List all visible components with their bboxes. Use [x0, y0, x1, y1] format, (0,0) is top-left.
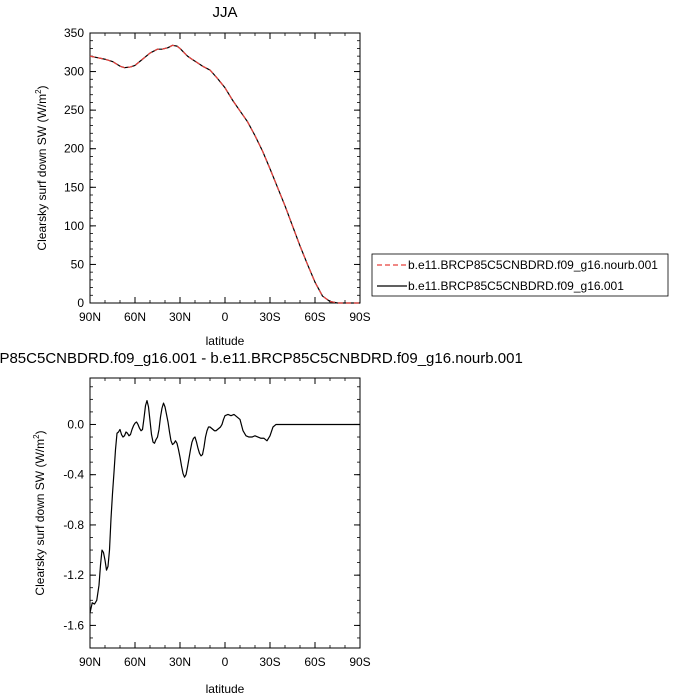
chart-top-ylabel: Clearsky surf down SW (W/m2)	[34, 85, 49, 250]
chart-bottom-xtick-label: 30N	[169, 655, 191, 669]
chart-top-series-line-1	[89, 44, 360, 304]
chart-top-title: JJA	[212, 4, 237, 21]
chart-bottom-ytick-label: -1.2	[63, 568, 84, 582]
chart-bottom-title: b.e11.BRCP85C5CNBDRD.f09_g16.001 - b.e11…	[0, 350, 523, 367]
legend-box	[371, 253, 669, 297]
chart-bottom-xtick-label: 90N	[79, 655, 101, 669]
chart-top-xtick-label: 30N	[169, 310, 191, 324]
chart-top-xtick-label: 0	[222, 310, 229, 324]
chart-bottom-xtick-label: 30S	[259, 655, 280, 669]
chart-top-frame	[89, 32, 361, 304]
chart-top-xtick-label: 30S	[259, 310, 280, 324]
chart-top-ytick-label: 200	[64, 142, 84, 156]
chart-bottom-ticks: 90N 60N 30N 0 30S 60S 90S -1.6 -1.2 -0.8 -0.4 0.0	[63, 378, 371, 669]
chart-top-ylabel-end: )	[35, 85, 49, 89]
legend-label-control: b.e11.BRCP85C5CNBDRD.f09_g16.001	[408, 279, 624, 293]
chart-top-xtick-label: 90N	[79, 310, 101, 324]
chart-bottom-series	[89, 400, 360, 613]
legend: b.e11.BRCP85C5CNBDRD.f09_g16.nourb.001 b…	[371, 253, 669, 297]
chart-bottom-series-line-0	[89, 400, 360, 613]
chart-top-ytick-label: 50	[71, 257, 85, 271]
chart-bottom-ytick-label: -0.4	[63, 468, 84, 482]
chart-bottom-xtick-label: 90S	[349, 655, 370, 669]
chart-bottom-ylabel: Clearsky surf down SW (W/m2)	[32, 430, 47, 595]
chart-bottom-ytick-label: 0.0	[67, 417, 84, 431]
chart-bottom-xtick-label: 60N	[124, 655, 146, 669]
chart-bottom-xtick-label: 60S	[304, 655, 325, 669]
chart-top-xtick-label: 60S	[304, 310, 325, 324]
chart-top-ytick-label: 0	[77, 296, 84, 310]
chart-top-ylabel-main: Clearsky surf down SW (W/m	[35, 94, 49, 251]
chart-top-ylabel-sup: 2	[34, 89, 43, 94]
chart-top-xlabel: latitude	[206, 334, 245, 348]
chart-top-ytick-label: 300	[64, 65, 84, 79]
chart-top-ticks: 90N 60N 30N 0 30S 60S 90S 0 50 100 150 200 250 300 350	[64, 26, 371, 324]
chart-top: JJA 90N 60N 30N 0 30S 60S 90S 0 50 100 150 200 250 30…	[34, 4, 371, 348]
chart-bottom-ytick-label: -0.8	[63, 518, 84, 532]
chart-bottom-ytick-label: -1.6	[63, 618, 84, 632]
chart-top-xtick-label: 90S	[349, 310, 370, 324]
legend-label-nourb: b.e11.BRCP85C5CNBDRD.f09_g16.nourb.001	[408, 258, 658, 272]
chart-bottom-xlabel: latitude	[206, 682, 245, 696]
chart-top-xtick-label: 60N	[124, 310, 146, 324]
chart-top-ytick-label: 100	[64, 219, 84, 233]
chart-bottom-ylabel-sup: 2	[32, 434, 41, 439]
chart-top-series-line-0	[89, 44, 360, 304]
chart-bottom-frame	[89, 377, 361, 649]
chart-bottom: b.e11.BRCP85C5CNBDRD.f09_g16.001 - b.e11…	[0, 350, 523, 696]
chart-bottom-ylabel-main: Clearsky surf down SW (W/m	[33, 439, 47, 596]
chart-top-ytick-label: 350	[64, 26, 84, 40]
chart-top-series	[89, 44, 360, 304]
chart-top-ytick-label: 150	[64, 180, 84, 194]
chart-bottom-xtick-label: 0	[222, 655, 229, 669]
chart-bottom-ylabel-end: )	[33, 430, 47, 434]
chart-top-ytick-label: 250	[64, 103, 84, 117]
